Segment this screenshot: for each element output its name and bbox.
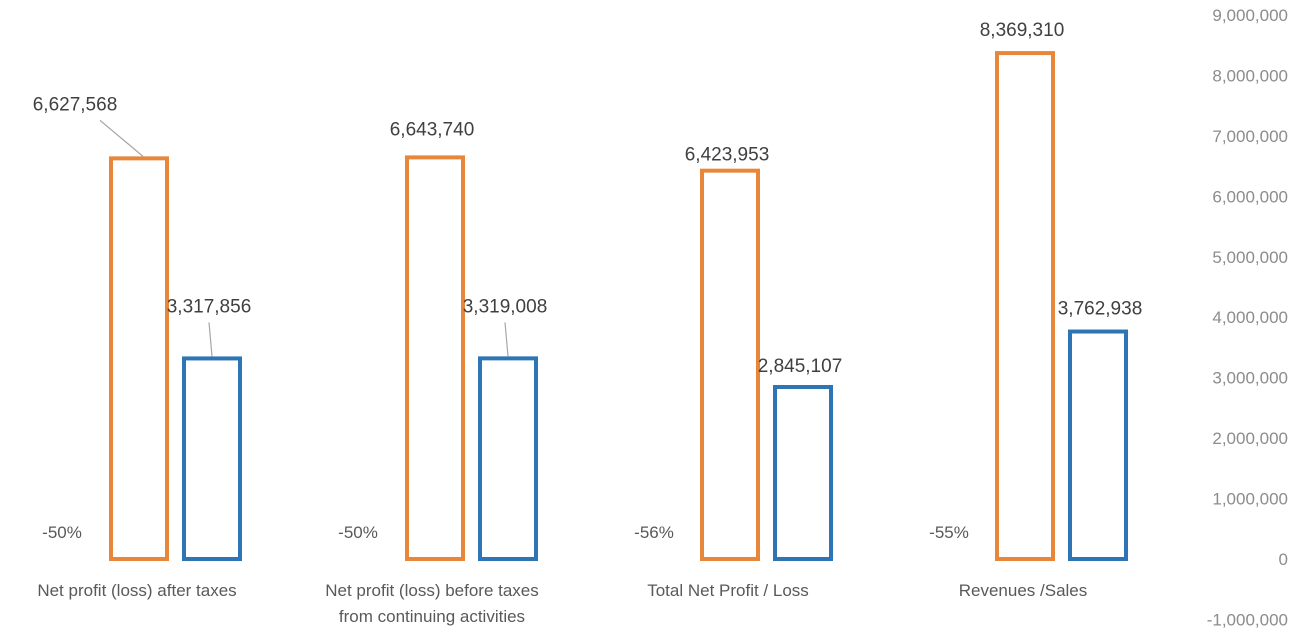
leader-line — [99, 119, 144, 157]
bars — [109, 51, 1128, 562]
bar — [405, 155, 465, 561]
data-label: 6,643,740 — [390, 119, 475, 140]
bar — [182, 356, 242, 561]
change-label: -50% — [42, 523, 82, 542]
y-tick-label: 3,000,000 — [1212, 369, 1288, 388]
leader-line — [504, 322, 509, 357]
y-tick-label: 5,000,000 — [1212, 248, 1288, 267]
y-tick-label: 7,000,000 — [1212, 127, 1288, 146]
data-label: 8,369,310 — [980, 20, 1065, 41]
category-label: Net profit (loss) before taxes — [325, 581, 539, 600]
category-label: Net profit (loss) after taxes — [37, 581, 236, 600]
data-label: 6,627,568 — [33, 94, 118, 115]
change-label: -50% — [338, 523, 378, 542]
category-label: Total Net Profit / Loss — [647, 581, 809, 600]
data-label: 3,319,008 — [463, 296, 548, 317]
y-tick-label: 0 — [1279, 550, 1288, 569]
y-tick-label: 6,000,000 — [1212, 187, 1288, 206]
bar — [478, 356, 538, 561]
bar — [995, 51, 1055, 562]
category-label: from continuing activities — [339, 607, 525, 626]
bar — [700, 168, 760, 562]
data-labels: 6,627,568 6,643,740 6,423,953 8,369,310 3,31… — [33, 20, 1143, 542]
data-label: 6,423,953 — [685, 145, 770, 166]
category-labels: Net profit (loss) after taxes Net profit … — [37, 581, 1087, 626]
leader-lines — [99, 119, 509, 357]
bar — [773, 385, 833, 561]
y-tick-label: 1,000,000 — [1212, 490, 1288, 509]
bar — [1068, 329, 1128, 561]
y-tick-label: 9,000,000 — [1212, 6, 1288, 25]
y-tick-label: 2,000,000 — [1212, 429, 1288, 448]
y-tick-label: 8,000,000 — [1212, 66, 1288, 85]
category-label: Revenues /Sales — [959, 581, 1088, 600]
data-label: 3,317,856 — [167, 296, 252, 317]
change-label: -55% — [929, 523, 969, 542]
change-label: -56% — [634, 523, 674, 542]
data-label: 2,845,107 — [758, 356, 843, 377]
y-axis: -1,000,000 0 1,000,000 2,000,000 3,000,000 4,… — [1207, 6, 1288, 629]
y-tick-label: -1,000,000 — [1207, 610, 1288, 629]
leader-line — [208, 322, 213, 357]
bar — [109, 156, 169, 561]
y-tick-label: 4,000,000 — [1212, 308, 1288, 327]
data-label: 3,762,938 — [1058, 299, 1143, 320]
